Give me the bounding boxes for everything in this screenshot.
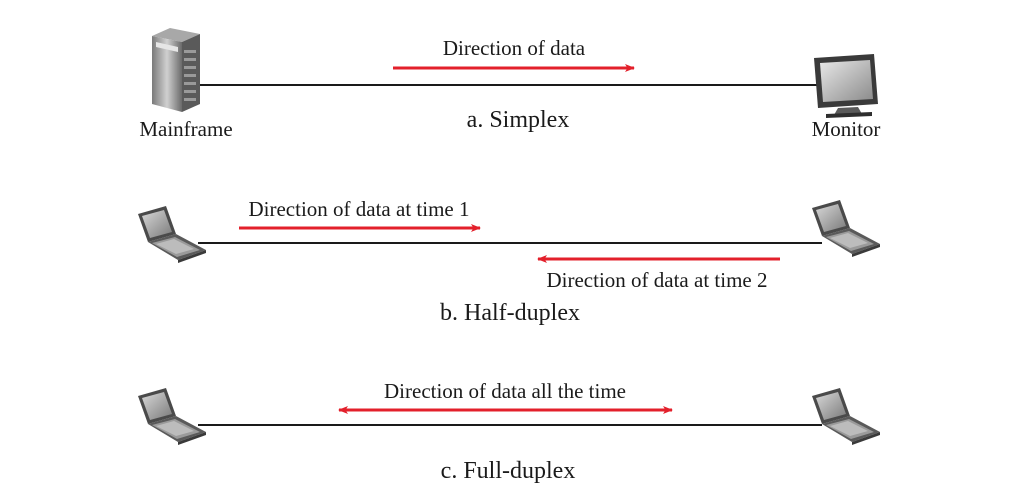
laptop-icon xyxy=(812,388,880,445)
full-duplex-arrow-label: Direction of data all the time xyxy=(384,379,626,403)
mainframe-label: Mainframe xyxy=(139,117,232,141)
laptop-icon xyxy=(138,206,206,263)
half-duplex-arrow2-label: Direction of data at time 2 xyxy=(546,268,767,292)
simplex-caption: a. Simplex xyxy=(467,107,570,133)
monitor-label: Monitor xyxy=(812,117,881,141)
monitor-icon xyxy=(814,54,878,118)
simplex-arrow-label: Direction of data xyxy=(443,36,586,60)
full-duplex-section: Direction of data all the time c. Full-d… xyxy=(138,379,880,484)
half-duplex-section: Direction of data at time 1 Direction of… xyxy=(138,197,880,326)
laptop-icon xyxy=(812,200,880,257)
half-duplex-caption: b. Half-duplex xyxy=(440,300,580,326)
laptop-icon xyxy=(138,388,206,445)
server-icon xyxy=(152,28,200,112)
half-duplex-arrow1-label: Direction of data at time 1 xyxy=(248,197,469,221)
simplex-section: Mainframe Monitor Direction of data a. S… xyxy=(139,28,880,141)
full-duplex-caption: c. Full-duplex xyxy=(441,458,576,484)
